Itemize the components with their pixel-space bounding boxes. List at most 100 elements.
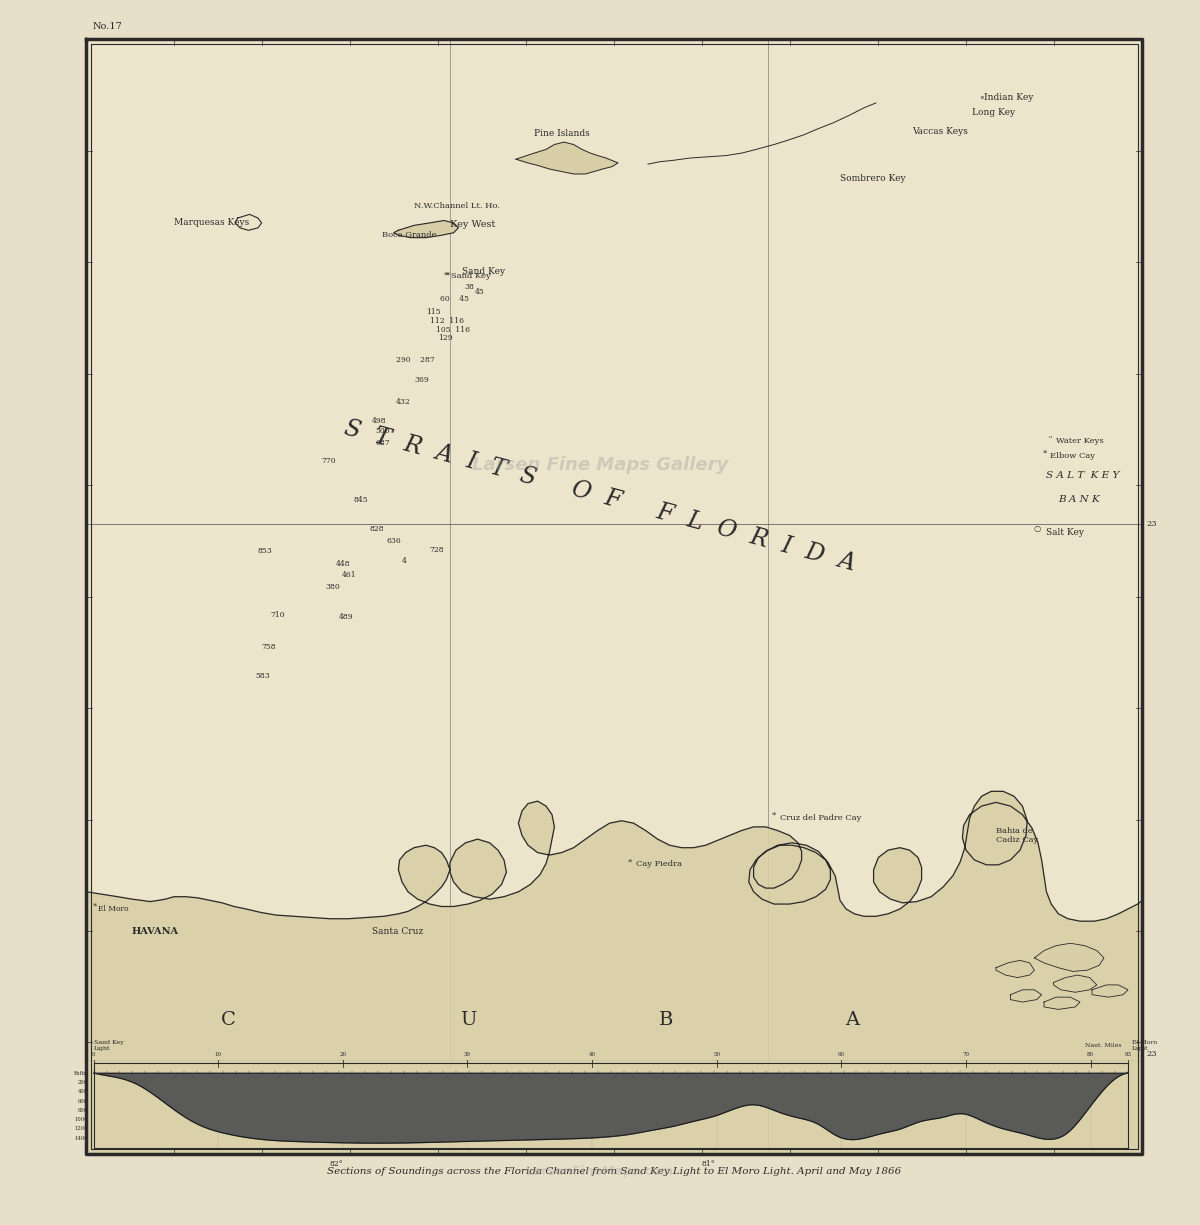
Text: 129: 129 [438, 334, 452, 342]
Text: 80: 80 [1087, 1052, 1094, 1057]
Text: HAVANA: HAVANA [132, 926, 179, 936]
Text: Naut. Miles: Naut. Miles [1085, 1044, 1122, 1049]
Text: 461: 461 [342, 571, 356, 578]
Text: 60    45: 60 45 [440, 295, 469, 303]
Text: *: * [628, 859, 632, 866]
Text: 115: 115 [426, 309, 440, 316]
Text: 758: 758 [262, 643, 276, 650]
Text: Cay Piedra: Cay Piedra [636, 860, 682, 867]
Text: Pine Islands: Pine Islands [534, 130, 589, 138]
Polygon shape [394, 220, 458, 238]
Text: *: * [772, 812, 776, 820]
Polygon shape [1034, 943, 1104, 971]
Text: *: * [445, 272, 450, 279]
Text: Cruz del Padre Cay: Cruz del Padre Cay [780, 815, 862, 822]
Text: Indian Key: Indian Key [984, 93, 1033, 103]
Text: 498: 498 [372, 418, 386, 425]
Text: ": " [1049, 435, 1051, 442]
Text: 500: 500 [376, 428, 390, 435]
Text: 845: 845 [354, 496, 368, 503]
Text: 710: 710 [270, 611, 284, 619]
Text: 83: 83 [1124, 1052, 1132, 1057]
Text: Boca Grande: Boca Grande [382, 232, 436, 239]
Text: 800: 800 [78, 1107, 88, 1112]
Text: 636: 636 [386, 538, 401, 545]
Text: 81°: 81° [701, 1160, 715, 1169]
Polygon shape [1044, 997, 1080, 1009]
Text: Elbow Cay: Elbow Cay [1050, 452, 1096, 459]
Text: El Moro: El Moro [98, 905, 128, 913]
Text: 448: 448 [336, 560, 350, 567]
Text: 0: 0 [92, 1052, 95, 1057]
Polygon shape [94, 1073, 1128, 1143]
Text: 4: 4 [402, 557, 407, 565]
Text: 432: 432 [396, 398, 410, 405]
Text: 1000: 1000 [74, 1117, 88, 1122]
Text: B A N K: B A N K [1058, 495, 1100, 505]
Text: * Sand Key: * Sand Key [444, 272, 491, 279]
Text: Sections of Soundings across the Florida Channel from Sand Key Light to El Moro : Sections of Soundings across the Florida… [328, 1166, 901, 1176]
Text: *: * [92, 903, 97, 910]
Text: Sand Key
Light: Sand Key Light [94, 1040, 124, 1051]
Text: 828: 828 [370, 526, 384, 533]
Polygon shape [1054, 975, 1097, 992]
Text: LarsenFineMaps.com: LarsenFineMaps.com [526, 1165, 674, 1177]
Text: *: * [1043, 450, 1048, 457]
Text: 23: 23 [1146, 1050, 1157, 1057]
Text: 10: 10 [215, 1052, 222, 1057]
Text: 60: 60 [838, 1052, 845, 1057]
Text: 50: 50 [713, 1052, 720, 1057]
Text: Marquesas Keys: Marquesas Keys [174, 218, 250, 228]
Polygon shape [1010, 990, 1042, 1002]
Text: 770: 770 [322, 457, 336, 464]
Text: 40: 40 [589, 1052, 595, 1057]
Polygon shape [516, 142, 618, 174]
Text: °: ° [979, 96, 984, 105]
Polygon shape [1092, 985, 1128, 997]
Text: 369: 369 [414, 376, 428, 383]
Text: S A L T  K E Y: S A L T K E Y [1046, 470, 1120, 480]
Text: Vaccas Keys: Vaccas Keys [912, 126, 968, 136]
Text: Sand Key: Sand Key [462, 267, 505, 277]
Text: El Moro
Light: El Moro Light [1132, 1040, 1157, 1051]
Text: C: C [221, 1012, 235, 1029]
Bar [86, 39, 1142, 1154]
Text: Long Key: Long Key [972, 108, 1015, 118]
Text: 105  116: 105 116 [436, 326, 469, 333]
Text: Larsen Fine Maps Gallery: Larsen Fine Maps Gallery [472, 457, 728, 474]
Text: Sombrero Key: Sombrero Key [840, 174, 906, 184]
Text: 20: 20 [340, 1052, 347, 1057]
Text: 380: 380 [325, 583, 340, 590]
Text: N.W.Channel Lt. Ho.: N.W.Channel Lt. Ho. [414, 202, 500, 209]
Text: Key West: Key West [450, 219, 496, 229]
Text: Bahia de
Cadiz Cay: Bahia de Cadiz Cay [996, 827, 1038, 844]
Text: Santa Cruz: Santa Cruz [372, 926, 424, 936]
Polygon shape [996, 960, 1034, 978]
Text: 600: 600 [78, 1099, 88, 1104]
Text: Fath.: Fath. [74, 1071, 88, 1076]
Text: 583: 583 [256, 673, 270, 680]
Text: U: U [460, 1012, 476, 1029]
Text: Water Keys: Water Keys [1056, 437, 1104, 445]
Text: A: A [845, 1012, 859, 1029]
Text: 853: 853 [258, 548, 272, 555]
Text: B: B [659, 1012, 673, 1029]
Text: 38: 38 [464, 283, 474, 290]
Text: 687: 687 [376, 440, 390, 447]
Text: 489: 489 [338, 614, 353, 621]
Text: 30: 30 [464, 1052, 470, 1057]
Text: 728: 728 [430, 546, 444, 554]
Text: 1200: 1200 [74, 1127, 88, 1132]
Text: S  T  R  A  I  T  S     O  F     F  L  O  R  I  D  A: S T R A I T S O F F L O R I D A [342, 417, 858, 576]
Text: 200: 200 [78, 1080, 88, 1085]
Text: No.17: No.17 [92, 22, 122, 32]
Polygon shape [86, 791, 1142, 1154]
Text: 400: 400 [78, 1089, 88, 1094]
Text: 23: 23 [1146, 521, 1157, 528]
Text: 112  116: 112 116 [430, 317, 463, 325]
Text: 82°: 82° [329, 1160, 343, 1169]
Text: 45: 45 [475, 288, 485, 295]
Text: 70: 70 [962, 1052, 970, 1057]
Text: ○: ○ [1033, 526, 1040, 533]
Text: Salt Key: Salt Key [1046, 528, 1085, 538]
